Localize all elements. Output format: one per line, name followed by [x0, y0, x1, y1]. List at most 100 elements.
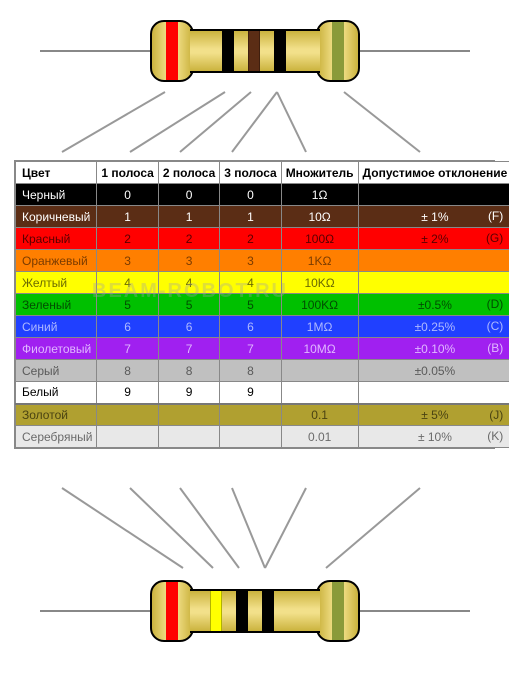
table-row: Серый888±0.05%: [16, 360, 509, 382]
cell-tolerance: ± 2%(G): [358, 228, 509, 250]
cell-tolerance: ± 1%(F): [358, 206, 509, 228]
cell-multiplier: 100KΩ: [281, 294, 358, 316]
cell-digit1: 3: [97, 250, 158, 272]
cell-color-name: Белый: [16, 382, 97, 404]
cell-digit3: 6: [220, 316, 281, 338]
cell-tolerance: [358, 272, 509, 294]
tolerance-value: ± 2%: [421, 232, 448, 246]
cell-color-name: Красный: [16, 228, 97, 250]
resistor-band: [332, 582, 344, 640]
cell-multiplier: 10Ω: [281, 206, 358, 228]
cell-digit1: 0: [97, 184, 158, 206]
cell-tolerance: ±0.05%: [358, 360, 509, 382]
cell-digit3: 9: [220, 382, 281, 404]
cell-multiplier: 0.01: [281, 426, 358, 448]
table-row: Белый999: [16, 382, 509, 404]
connector-line: [62, 488, 183, 568]
cell-multiplier: 10KΩ: [281, 272, 358, 294]
resistor-bottom: [0, 580, 509, 642]
cell-digit2: 8: [158, 360, 219, 382]
tolerance-value: ± 5%: [421, 408, 448, 422]
cell-color-name: Золотой: [16, 404, 97, 426]
connector-line: [344, 92, 420, 152]
table-row: Фиолетовый77710MΩ±0.10%(B): [16, 338, 509, 360]
cell-digit3: 8: [220, 360, 281, 382]
tolerance-code: (B): [487, 341, 503, 355]
cell-color-name: Коричневый: [16, 206, 97, 228]
cell-digit2: [158, 426, 219, 448]
cell-digit1: 1: [97, 206, 158, 228]
cell-tolerance: ±0.25% (C): [358, 316, 509, 338]
cell-multiplier: 10MΩ: [281, 338, 358, 360]
cell-digit2: [158, 404, 219, 426]
resistor-band: [210, 591, 222, 631]
cell-digit1: 9: [97, 382, 158, 404]
cell-digit2: 2: [158, 228, 219, 250]
connector-line: [130, 488, 213, 568]
resistor-lead-left: [40, 50, 150, 52]
cell-digit1: 8: [97, 360, 158, 382]
tolerance-code: (D): [487, 297, 504, 311]
cell-multiplier: 1Ω: [281, 184, 358, 206]
cell-digit1: [97, 426, 158, 448]
tolerance-value: ± 10%: [418, 430, 452, 444]
cell-digit2: 0: [158, 184, 219, 206]
resistor-lead-right: [360, 610, 470, 612]
cell-color-name: Черный: [16, 184, 97, 206]
cell-multiplier: [281, 382, 358, 404]
cell-multiplier: 1KΩ: [281, 250, 358, 272]
color-code-table: Цвет 1 полоса 2 полоса 3 полоса Множител…: [14, 160, 495, 449]
header-multiplier: Множитель: [281, 162, 358, 184]
cell-digit2: 5: [158, 294, 219, 316]
cell-digit3: [220, 426, 281, 448]
cell-digit2: 6: [158, 316, 219, 338]
header-band2: 2 полоса: [158, 162, 219, 184]
tolerance-value: ±0.10%: [415, 342, 456, 356]
cell-digit1: [97, 404, 158, 426]
cell-tolerance: [358, 250, 509, 272]
cell-color-name: Оранжевый: [16, 250, 97, 272]
cell-digit3: 7: [220, 338, 281, 360]
cell-color-name: Синий: [16, 316, 97, 338]
resistor-band: [274, 31, 286, 71]
cell-tolerance: ± 10% (K): [358, 426, 509, 448]
resistor-band: [332, 22, 344, 80]
cell-digit3: 2: [220, 228, 281, 250]
table-row: Желтый44410KΩ: [16, 272, 509, 294]
resistor-lead-right: [360, 50, 470, 52]
cell-multiplier: [281, 360, 358, 382]
cell-multiplier: 0.1: [281, 404, 358, 426]
tolerance-value: ± 1%: [421, 210, 448, 224]
resistor-body: [150, 580, 360, 642]
connector-line: [232, 92, 277, 152]
resistor-band: [236, 591, 248, 631]
header-band3: 3 полоса: [220, 162, 281, 184]
cell-multiplier: 100Ω: [281, 228, 358, 250]
cell-tolerance: [358, 184, 509, 206]
cell-color-name: Серебряный: [16, 426, 97, 448]
tolerance-value: ±0.25%: [415, 320, 456, 334]
table-row: Зеленый555100KΩ±0.5%(D): [16, 294, 509, 316]
cell-digit2: 7: [158, 338, 219, 360]
connector-line: [277, 92, 306, 152]
cell-digit1: 4: [97, 272, 158, 294]
resistor-band: [262, 591, 274, 631]
resistor-band: [248, 31, 260, 71]
table-row: Синий6661MΩ±0.25%(C): [16, 316, 509, 338]
cell-digit3: 3: [220, 250, 281, 272]
resistor-band: [222, 31, 234, 71]
tolerance-code: (K): [487, 429, 503, 443]
cell-digit2: 9: [158, 382, 219, 404]
cell-multiplier: 1MΩ: [281, 316, 358, 338]
cell-digit1: 6: [97, 316, 158, 338]
tolerance-code: (C): [487, 319, 504, 333]
resistor-body: [150, 20, 360, 82]
connector-line: [62, 92, 165, 152]
connector-line: [232, 488, 265, 568]
header-color: Цвет: [16, 162, 97, 184]
connector-line: [265, 488, 306, 568]
cell-color-name: Фиолетовый: [16, 338, 97, 360]
cell-tolerance: ± 5%(J): [358, 404, 509, 426]
table-row: Золотой 0.1± 5%(J): [16, 404, 509, 426]
cell-digit1: 5: [97, 294, 158, 316]
